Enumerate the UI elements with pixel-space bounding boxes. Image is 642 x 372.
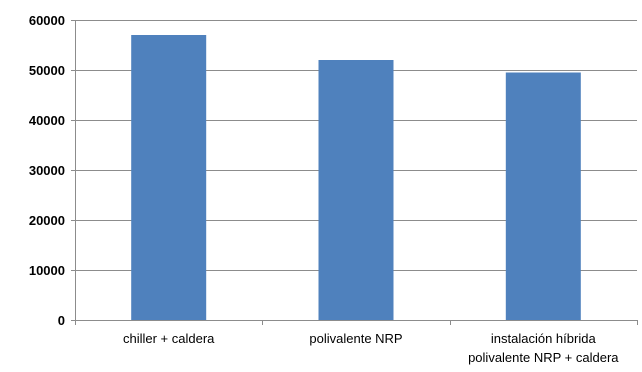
y-tick-label-50000: 50000	[29, 63, 65, 78]
y-axis-tick-labels: 0 10000 20000 30000 40000 50000 60000	[29, 13, 65, 328]
x-axis-tick-labels: chiller + caldera polivalente NRP instalac…	[123, 331, 619, 365]
bars	[131, 35, 581, 320]
y-tick-label-40000: 40000	[29, 113, 65, 128]
y-tick-label-10000: 10000	[29, 263, 65, 278]
bar-1	[131, 35, 207, 320]
y-tick-label-20000: 20000	[29, 213, 65, 228]
y-tick-label-30000: 30000	[29, 163, 65, 178]
bar-2	[318, 60, 394, 320]
axes	[71, 20, 638, 325]
bar-3	[505, 72, 581, 320]
y-tick-label-60000: 60000	[29, 13, 65, 28]
x-tick-label-3: instalación híbrida polivalente NRP + cal…	[468, 331, 619, 365]
x-tick-label-1: chiller + caldera	[123, 331, 215, 346]
y-tick-label-0: 0	[58, 313, 65, 328]
x-tick-label-2: polivalente NRP	[309, 331, 402, 346]
